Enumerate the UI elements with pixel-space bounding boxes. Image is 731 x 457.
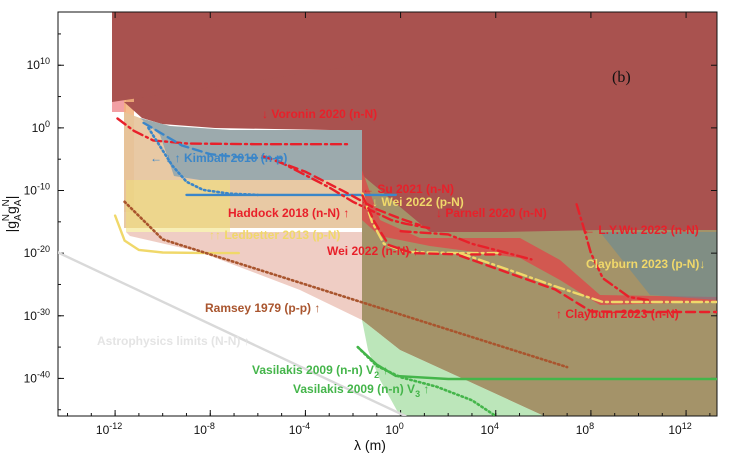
series-label-clayburn-2023-p-n: Clayburn 2023 (p-N)↓ <box>586 257 705 271</box>
series-lines <box>58 117 717 416</box>
y-tick-label: 100 <box>32 119 50 135</box>
series-label-vasilakis-2009-n-n-v3: Vasilakis 2009 (n-n) V3 ↑ <box>293 382 429 399</box>
series-line-ledbetter-2013-p-n <box>113 214 240 255</box>
series-line-ramsey-1979-p-p <box>123 200 569 369</box>
exclusion-regions <box>112 12 717 416</box>
series-line-parnell-2020-n-n <box>399 230 533 261</box>
series-label-l-y-wu-2023-n-n: ← L.Y.Wu 2023 (n-N) <box>583 223 699 237</box>
series-line-kimball-2010-n-p <box>142 121 283 160</box>
y-tick-label: 10-10 <box>24 182 50 198</box>
series-label-ledbetter-2013-p-n: ↑↑ Ledbetter 2013 (p-N) <box>209 228 340 242</box>
x-tick-label: 104 <box>481 421 499 437</box>
series-label-kimball-2010-n-p: ← ↓ ↑ Kimball 2010 (n-p) <box>150 151 287 165</box>
series-line-haddock-2018-n-n <box>261 154 421 227</box>
x-axis-title: λ (m) <box>354 437 386 453</box>
panel-label: (b) <box>612 69 631 86</box>
steel-blue-right-region <box>600 232 717 300</box>
series-line-clayburn-2023-p-n <box>458 251 717 304</box>
x-tick-label: 10-4 <box>289 421 310 437</box>
series-line-su-2021-n-n <box>275 159 431 230</box>
series-label-vasilakis-2009-n-n-v2: Vasilakis 2009 (n-n) V2 ↑ <box>252 363 388 380</box>
y-tick-label: 10-30 <box>24 307 50 323</box>
series-line-clayburn-2023-n-n <box>458 254 717 314</box>
green-region <box>362 320 544 416</box>
series-label-voronin-2020-n-n: ↓ Voronin 2020 (n-N) <box>262 107 377 121</box>
series-label-astrophysics-limits-n-n: Astrophysics limits (N-N) ↑ <box>97 334 250 348</box>
y-tick-label: 10-20 <box>24 244 50 260</box>
series-label-haddock-2018-n-n: Haddock 2018 (n-N) ↑ <box>228 206 349 220</box>
y-tick-label: 10-40 <box>24 369 50 385</box>
x-tick-label: 10-8 <box>194 421 215 437</box>
x-tick-label: 10-12 <box>96 421 122 437</box>
plot-frame <box>57 11 718 417</box>
series-line-voronin-2020-n-n <box>116 117 350 146</box>
series-line-l-y-wu-2023-n-n <box>575 203 650 302</box>
upper-left-red-region <box>112 12 717 130</box>
series-line-vasilakis-2009-n-n-v3 <box>356 345 497 416</box>
y-axis-title: |gANgAN| <box>1 196 24 233</box>
series-label-ramsey-1979-p-p: Ramsey 1979 (p-p) ↑ <box>205 301 320 315</box>
x-tick-label: 100 <box>385 421 403 437</box>
series-label-wei-2022-n-n: Wei 2022 (n-N) ↑ <box>327 244 419 258</box>
pale-pink-region <box>126 232 362 320</box>
orange-edge-region <box>124 12 134 212</box>
blue-region <box>140 118 362 180</box>
axis-ticks: 10-12 10-8 10-4 100 104 108 1012 1010 100 10-10 10… <box>24 12 717 437</box>
series-labels: ↓ Voronin 2020 (n-N) ← ↓ ↑ Kimball 2010 (… <box>97 107 705 399</box>
series-label-parnell-2020-n-n: ↓ Parnell 2020 (n-N) <box>436 206 547 220</box>
series-label-wei-2022-p-n: ↓ Wei 2022 (p-N) <box>372 195 464 209</box>
x-tick-label: 108 <box>576 421 594 437</box>
y-tick-label: 1010 <box>27 56 50 72</box>
dark-red-right-region <box>362 12 717 232</box>
yellow-region <box>126 180 230 232</box>
series-line-astrophysics-limits-n-n <box>58 251 407 416</box>
series-label-su-2021-n-n: ← Su 2021 (n-N) <box>362 182 454 196</box>
series-label-clayburn-2023-n-n: ↑ Clayburn 2023 (n-N) <box>556 307 679 321</box>
series-line-kimball-2010-dotted <box>147 126 260 197</box>
x-tick-label: 1012 <box>668 421 691 437</box>
